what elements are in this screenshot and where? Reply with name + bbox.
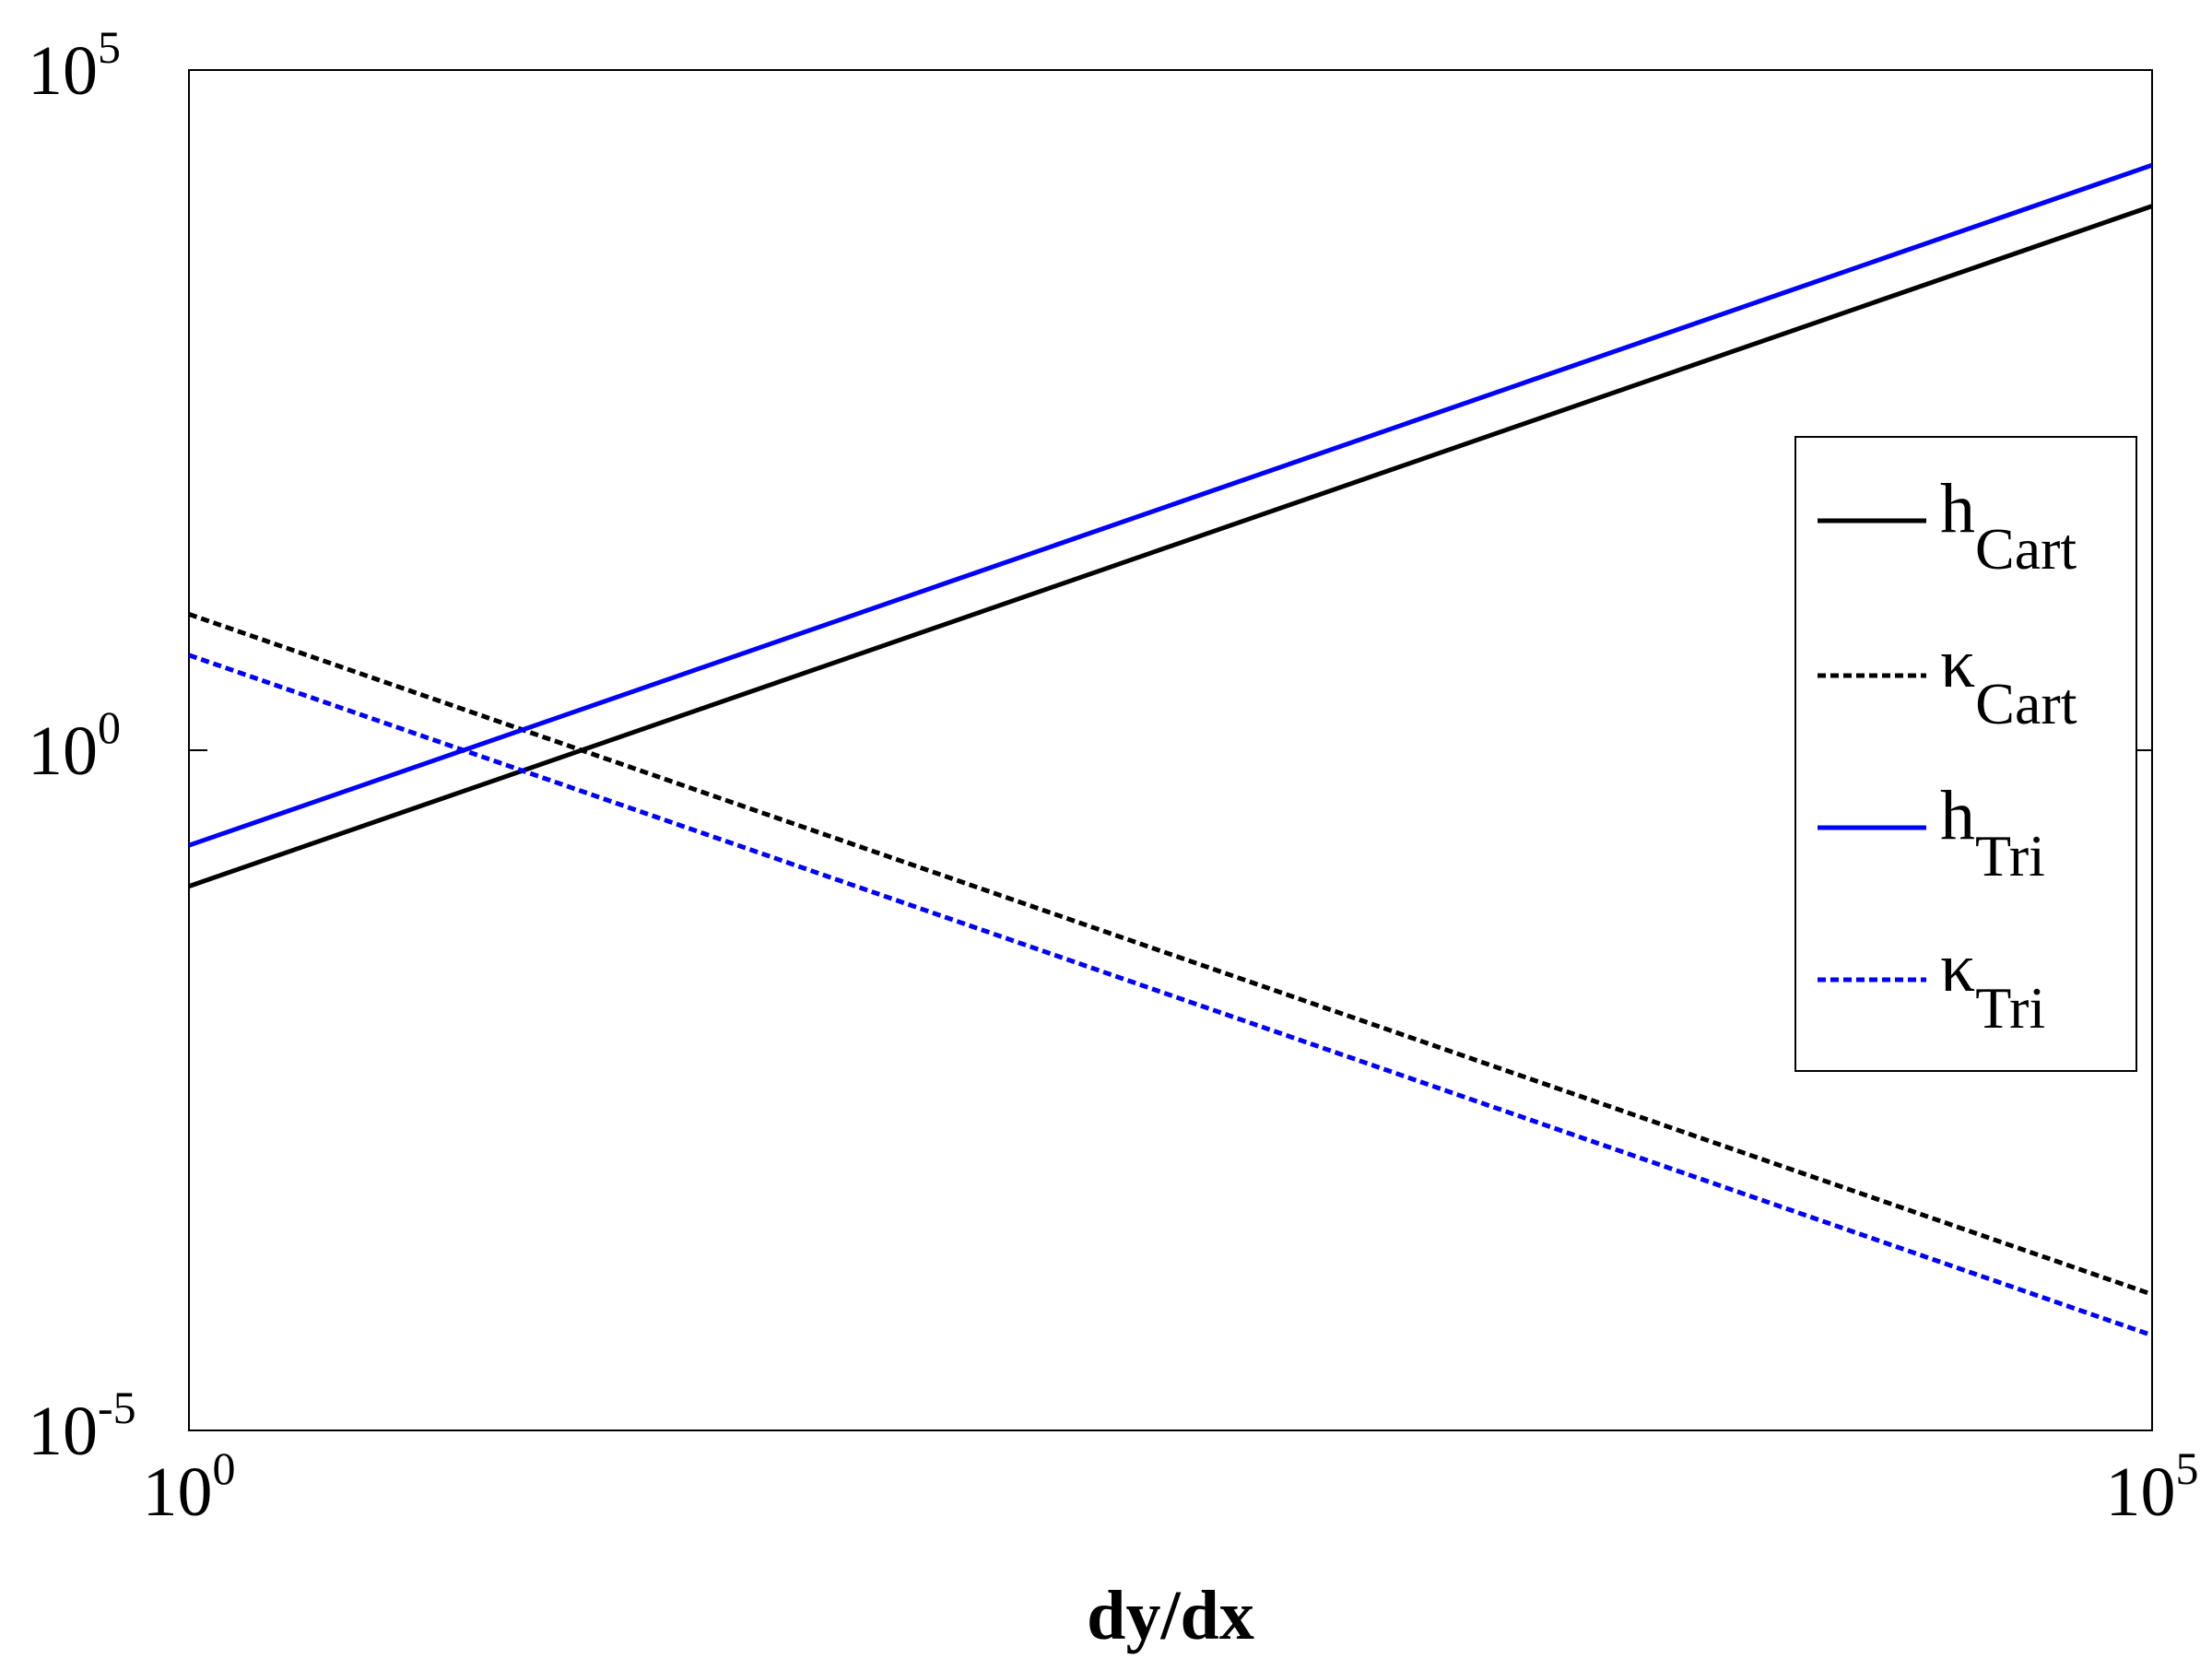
y-tick-base: 10 — [28, 32, 98, 110]
y-tick-label: 105 — [28, 21, 121, 110]
x-tick-base: 10 — [2106, 1453, 2176, 1531]
x-tick-base: 10 — [143, 1453, 213, 1531]
legend-subscript: Tri — [1975, 975, 2045, 1041]
series-line-kappa-tri — [188, 653, 2153, 1338]
legend-label-h-tri: hTri — [1940, 777, 2045, 888]
legend-box — [1794, 436, 2137, 1072]
x-tick-label: 100 — [143, 1442, 236, 1531]
series-line-h-cart — [188, 204, 2153, 888]
legend-symbol: κ — [1940, 625, 1975, 702]
legend-symbol: h — [1940, 470, 1975, 547]
legend-symbol: h — [1940, 777, 1975, 854]
y-tick-exponent: -5 — [98, 1382, 136, 1433]
series-line-h-tri — [188, 162, 2153, 848]
series-layer — [188, 162, 2153, 1338]
series-line-kappa-cart — [188, 612, 2153, 1297]
legend-label-kappa-cart: κCart — [1940, 625, 2077, 736]
y-tick-exponent: 5 — [98, 21, 121, 73]
tick-marks — [188, 69, 2153, 1431]
legend-subscript: Cart — [1975, 671, 2077, 736]
legend-subscript: Tri — [1975, 823, 2045, 888]
x-tick-exponent: 0 — [213, 1442, 236, 1494]
y-tick-exponent: 0 — [98, 701, 121, 753]
legend-symbol: κ — [1940, 929, 1975, 1006]
x-tick-exponent: 5 — [2176, 1442, 2199, 1494]
y-tick-base: 10 — [28, 1393, 98, 1470]
y-tick-label: 10-5 — [28, 1382, 136, 1470]
x-axis-label: dy/dx — [1087, 1577, 1254, 1654]
legend-label-h-cart: hCart — [1940, 470, 2077, 582]
y-tick-base: 10 — [28, 712, 98, 790]
legend-subscript: Cart — [1975, 516, 2077, 582]
y-tick-label: 100 — [28, 701, 121, 790]
x-tick-label: 105 — [2106, 1442, 2199, 1531]
legend-label-kappa-tri: κTri — [1940, 929, 2045, 1041]
